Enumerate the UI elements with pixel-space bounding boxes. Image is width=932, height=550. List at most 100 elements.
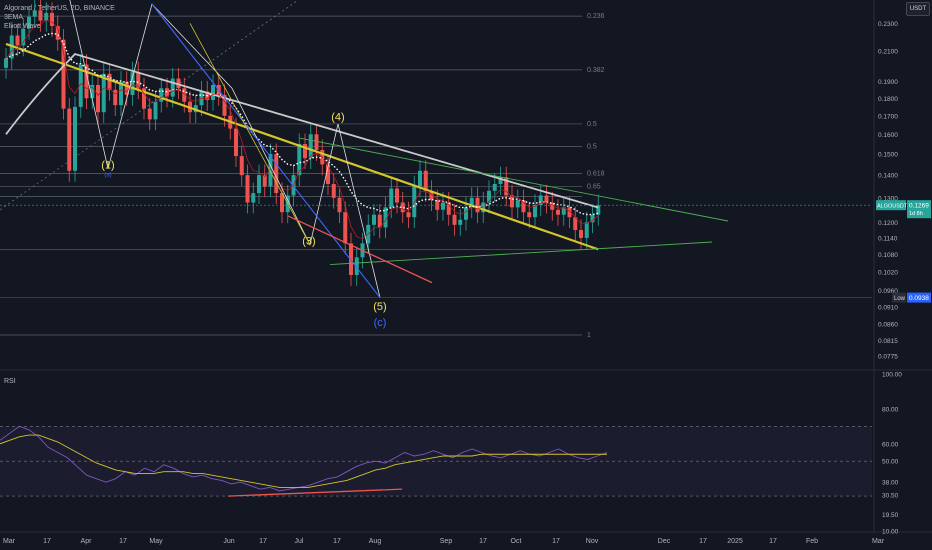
candle-body — [504, 177, 509, 196]
candle-body — [27, 16, 31, 29]
candle-body — [492, 183, 497, 191]
candle-body — [326, 164, 330, 184]
candle-body — [262, 175, 267, 187]
candle-body — [15, 35, 20, 46]
candle-body — [107, 73, 112, 90]
candle-body — [84, 64, 89, 99]
fib-level-label: 0.236 — [587, 13, 605, 20]
currency-button[interactable]: USDT — [906, 2, 930, 16]
candle-body — [418, 170, 422, 187]
candle-body — [498, 177, 503, 184]
candle-body — [257, 175, 261, 194]
elliott-wave-path — [69, 0, 381, 298]
candle-body — [268, 154, 273, 187]
candle-body — [406, 212, 411, 218]
time-tick-label: 17 — [259, 538, 267, 545]
fib-level-label: 1 — [587, 332, 591, 339]
candle-body — [527, 212, 532, 218]
candle-body — [550, 202, 555, 210]
candle-body — [101, 73, 106, 113]
candle-body — [389, 188, 394, 208]
candle-body — [596, 205, 601, 215]
chart-legend: Algorand / TetherUS, 2D, BINANCE 3EMA El… — [4, 4, 115, 31]
candle-body — [78, 64, 83, 107]
rsi-tick-label: 60.00 — [882, 441, 899, 448]
candle-body — [32, 10, 37, 17]
fib-level-label: 0.382 — [587, 67, 605, 74]
candle-body — [510, 195, 514, 208]
candle-body — [337, 197, 342, 213]
candle-body — [176, 78, 181, 89]
wave-label: (1) — [101, 160, 114, 172]
price-tick-label: 0.0910 — [878, 304, 898, 311]
price-tick-label: 0.1400 — [878, 173, 898, 180]
candle-body — [487, 190, 491, 203]
candle-body — [458, 219, 463, 225]
candle-body — [159, 88, 164, 102]
candle-body — [584, 222, 589, 238]
rsi-tick-label: 38.00 — [882, 480, 899, 487]
last-price-value: 0.1269 — [909, 203, 929, 210]
candle-body — [400, 202, 405, 213]
candle-body — [124, 81, 129, 95]
time-tick-label: Jun — [223, 538, 234, 545]
rsi-line — [0, 425, 608, 492]
price-tick-label: 0.1900 — [878, 79, 898, 86]
candle-body — [182, 88, 187, 102]
fib-level-label: 0.65 — [587, 184, 601, 191]
candle-body — [343, 212, 348, 244]
candle-body — [441, 202, 445, 210]
candle-body — [251, 193, 256, 203]
time-tick-label: Oct — [511, 538, 522, 545]
fib-level-label: 0.618 — [587, 170, 605, 177]
time-tick-label: 2025 — [727, 538, 743, 545]
candle-body — [73, 106, 77, 171]
candle-body — [423, 170, 428, 191]
rsi-tick-label: 50.00 — [882, 459, 899, 466]
candle-body — [136, 72, 141, 89]
candle-body — [280, 193, 284, 213]
candle-body — [170, 78, 175, 97]
price-tick-label: 0.1140 — [878, 235, 898, 242]
wave-sublabel: (a) — [104, 173, 111, 179]
candle-body — [234, 128, 238, 157]
time-tick-label: Feb — [806, 538, 818, 545]
candle-body — [533, 204, 537, 218]
candle-body — [130, 72, 135, 95]
candle-body — [452, 214, 457, 225]
rsi-ma-line — [0, 434, 607, 488]
candle-body — [556, 209, 560, 215]
time-tick-label: Mar — [3, 538, 16, 545]
ema-yellow-line — [5, 42, 599, 251]
price-tick-label: 0.1200 — [878, 220, 898, 227]
price-tick-label: 0.1800 — [878, 96, 898, 103]
candle-body — [579, 230, 583, 238]
candle-body — [395, 188, 399, 203]
legend-indicator-ema: 3EMA — [4, 14, 24, 21]
price-tick-label: 0.1700 — [878, 113, 898, 120]
wave-label: (4) — [331, 111, 344, 123]
candle-body — [308, 134, 313, 159]
time-tick-label: 17 — [479, 538, 487, 545]
price-tick-label: 0.0960 — [878, 288, 898, 295]
candle-body — [464, 207, 468, 220]
wave-label: (c) — [374, 317, 387, 329]
candle-body — [297, 144, 302, 176]
ema-red-line — [5, 19, 599, 240]
candle-body — [377, 214, 382, 228]
ema-dotted-line — [5, 32, 599, 216]
candle-body — [331, 183, 336, 198]
time-tick-label: Mar — [872, 538, 885, 545]
low-tag: Low — [894, 296, 906, 302]
time-tick-label: 17 — [699, 538, 707, 545]
rsi-tick-label: 100.00 — [882, 372, 902, 379]
candle-body — [90, 84, 95, 99]
time-tick-label: May — [149, 538, 163, 545]
candle-body — [245, 175, 250, 203]
price-tick-label: 0.0815 — [878, 338, 898, 345]
rsi-pane-label: RSI — [4, 378, 16, 385]
price-tick-label: 0.1020 — [878, 269, 898, 276]
fib-level-label: 0.5 — [587, 143, 597, 150]
rsi-tick-label: 10.00 — [882, 529, 899, 536]
